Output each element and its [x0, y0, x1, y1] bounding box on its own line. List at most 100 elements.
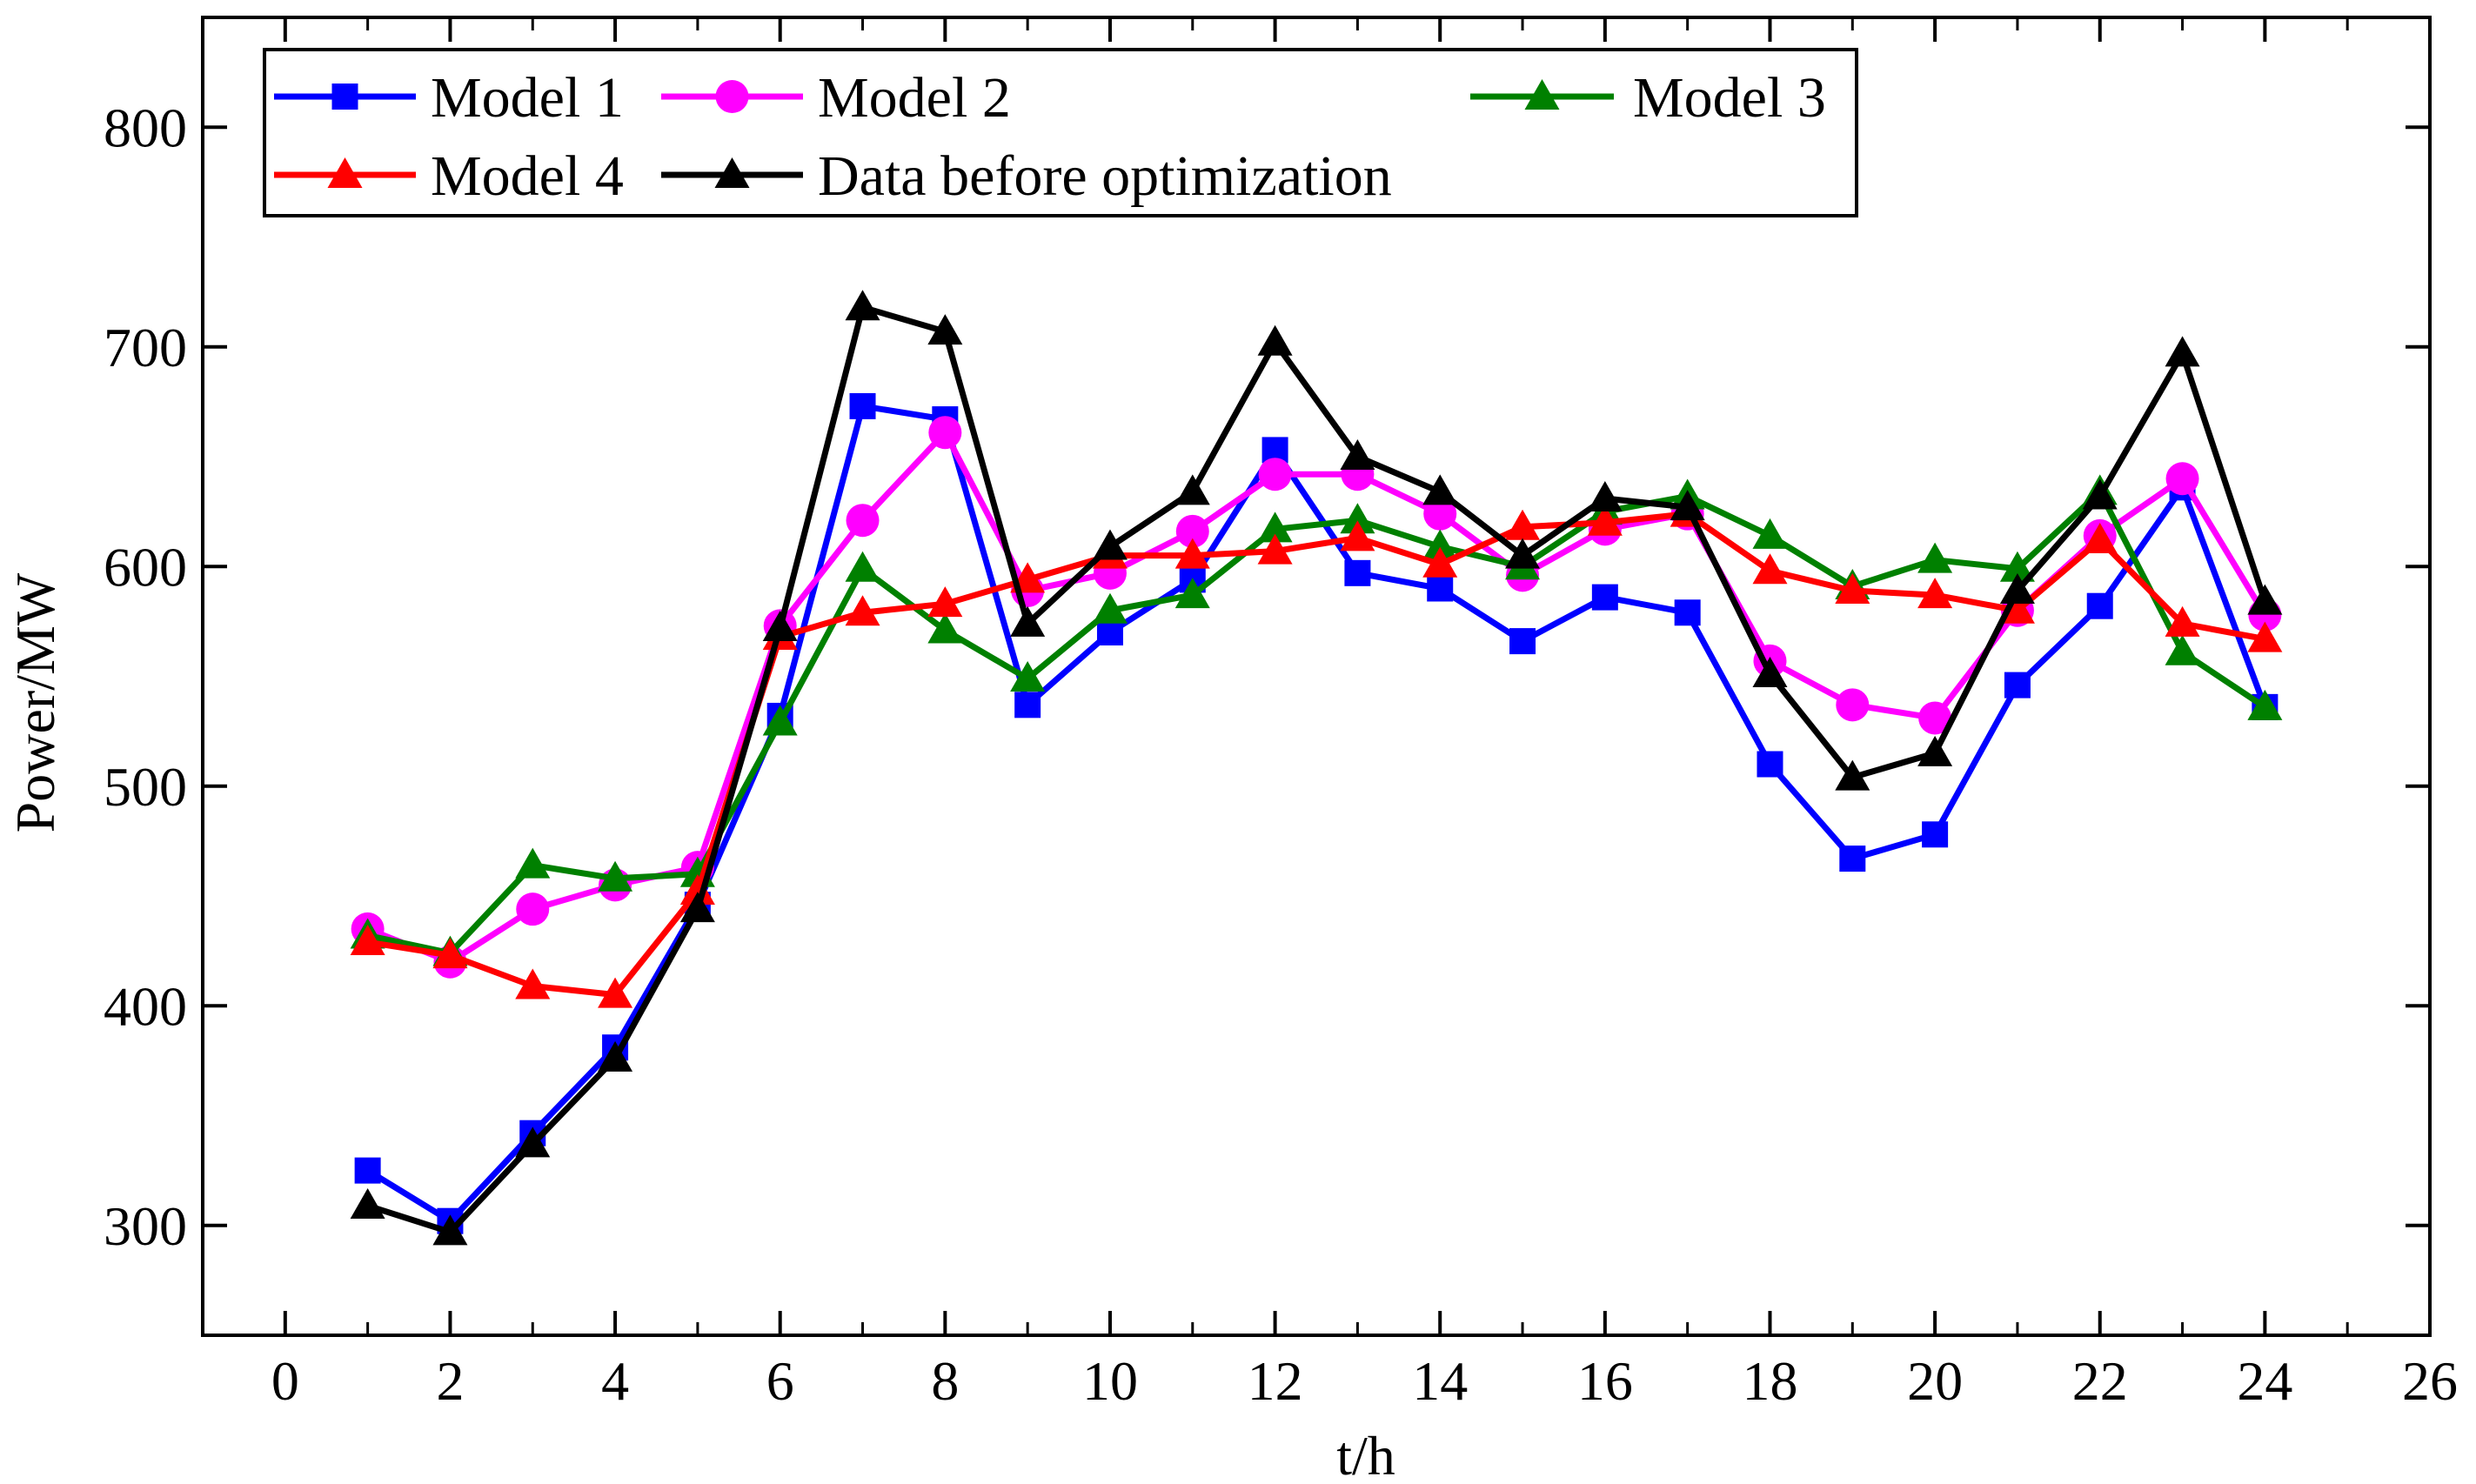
data-point-data-before-optimization	[1835, 759, 1870, 791]
data-point-model-3	[2165, 634, 2200, 665]
data-point-model-1	[1674, 599, 1701, 626]
y-axis-title: Power/MW	[4, 572, 66, 832]
x-tick-label: 6	[766, 1350, 794, 1412]
data-point-model-4	[350, 925, 385, 956]
data-point-model-1	[1427, 575, 1454, 602]
data-point-data-before-optimization	[515, 1126, 551, 1158]
data-point-data-before-optimization	[1505, 538, 1541, 569]
x-tick-label: 0	[271, 1350, 299, 1412]
legend: Model 1 Model 2 Model 3 Model 4 Data bef…	[263, 48, 1858, 217]
data-point-model-1	[1922, 821, 1949, 848]
data-point-data-before-optimization	[1092, 529, 1128, 560]
legend-marker-model-4	[327, 157, 363, 188]
y-tick-label: 300	[104, 1195, 187, 1257]
series-line-model-3	[366, 488, 2267, 957]
data-point-model-2	[516, 892, 550, 926]
data-point-model-4	[1752, 553, 1788, 585]
x-tick-label: 4	[601, 1350, 629, 1412]
data-point-data-before-optimization	[927, 314, 963, 345]
y-tick-label: 400	[104, 975, 187, 1037]
y-tick-label: 700	[104, 317, 187, 378]
data-point-data-before-optimization	[1917, 735, 1953, 766]
data-point-data-before-optimization	[432, 1214, 468, 1246]
data-point-model-4	[1999, 592, 2035, 624]
x-tick-label: 10	[1082, 1350, 1138, 1412]
series-model-2	[351, 416, 2282, 979]
x-tick-label: 12	[1248, 1350, 1303, 1412]
series-line-data-before-optimization	[366, 304, 2268, 1235]
data-point-model-1	[849, 392, 876, 419]
data-point-model-3	[1010, 661, 1046, 692]
x-tick-label: 22	[2072, 1350, 2128, 1412]
y-tick-label: 800	[104, 97, 187, 158]
x-axis-title: t/h	[1336, 1425, 1395, 1484]
data-point-model-1	[1014, 692, 1041, 719]
legend-label-model-3: Model 3	[1633, 66, 1826, 130]
data-point-model-4	[432, 938, 468, 969]
data-point-data-before-optimization	[845, 290, 880, 321]
x-tick-label: 14	[1412, 1350, 1468, 1412]
data-point-model-4	[2165, 605, 2200, 637]
data-point-model-3	[1174, 578, 1210, 609]
data-point-model-4	[1340, 520, 1375, 551]
data-point-model-3	[927, 612, 963, 644]
legend-label-model-2: Model 2	[818, 66, 1011, 130]
data-point-model-2	[1423, 497, 1457, 531]
data-point-data-before-optimization	[1422, 474, 1458, 505]
data-point-model-4	[2082, 522, 2118, 553]
y-tick-label: 600	[104, 536, 187, 598]
legend-label-data-before-optimization: Data before optimization	[818, 144, 1392, 208]
x-tick-label: 2	[436, 1350, 464, 1412]
data-point-data-before-optimization	[2247, 584, 2283, 615]
data-point-model-4	[927, 586, 963, 618]
data-point-model-2	[1175, 514, 1209, 548]
data-point-model-4	[1587, 505, 1623, 536]
data-point-data-before-optimization	[1174, 474, 1210, 505]
data-point-model-3	[1257, 511, 1293, 543]
data-point-model-4	[1505, 509, 1541, 540]
legend-label-model-1: Model 1	[431, 66, 624, 130]
legend-box	[263, 48, 1858, 217]
series-data-before-optimization	[350, 290, 2283, 1246]
data-point-model-1	[1096, 619, 1123, 645]
data-point-model-3	[2247, 689, 2283, 720]
data-point-data-before-optimization	[2165, 336, 2200, 367]
x-tick-label: 8	[931, 1350, 959, 1412]
data-point-model-2	[928, 416, 962, 450]
data-point-model-2	[846, 504, 880, 538]
series-model-3	[350, 474, 2283, 966]
data-point-model-1	[1344, 559, 1371, 586]
data-point-model-3	[1092, 592, 1128, 624]
legend-items	[274, 79, 1614, 188]
legend-label-model-4: Model 4	[431, 144, 624, 208]
series-line-model-4	[367, 511, 2266, 999]
data-point-data-before-optimization	[1752, 656, 1788, 687]
data-point-data-before-optimization	[598, 1040, 633, 1072]
data-point-data-before-optimization	[1999, 573, 2035, 605]
series-model-4	[350, 496, 2283, 1008]
legend-marker-data-before-optimization	[714, 157, 750, 188]
data-point-model-4	[1174, 538, 1210, 569]
axis-ticks: 0 2 4 6 8 10 12 14 16 18 20 22 24 2630040050060070080…	[104, 17, 2458, 1412]
data-point-model-2	[1836, 688, 1870, 722]
data-point-model-3	[1340, 503, 1375, 534]
data-point-model-1	[1839, 846, 1866, 872]
data-point-model-4	[679, 873, 715, 905]
data-point-model-4	[598, 977, 633, 1008]
data-point-data-before-optimization	[762, 610, 798, 641]
data-point-model-3	[1422, 529, 1458, 560]
legend-marker-model-1	[331, 84, 358, 110]
data-point-model-2	[1918, 701, 1952, 735]
data-point-model-1	[1509, 628, 1536, 655]
series-model-1	[354, 392, 2279, 1234]
data-point-data-before-optimization	[2082, 478, 2118, 510]
x-tick-label: 26	[2402, 1350, 2458, 1412]
data-point-model-4	[1257, 533, 1293, 565]
data-point-model-4	[845, 595, 880, 626]
legend-marker-model-3	[1524, 79, 1560, 110]
data-point-model-1	[1757, 751, 1783, 778]
data-point-data-before-optimization	[679, 892, 715, 923]
data-point-model-3	[598, 860, 633, 892]
data-point-model-1	[354, 1157, 381, 1184]
